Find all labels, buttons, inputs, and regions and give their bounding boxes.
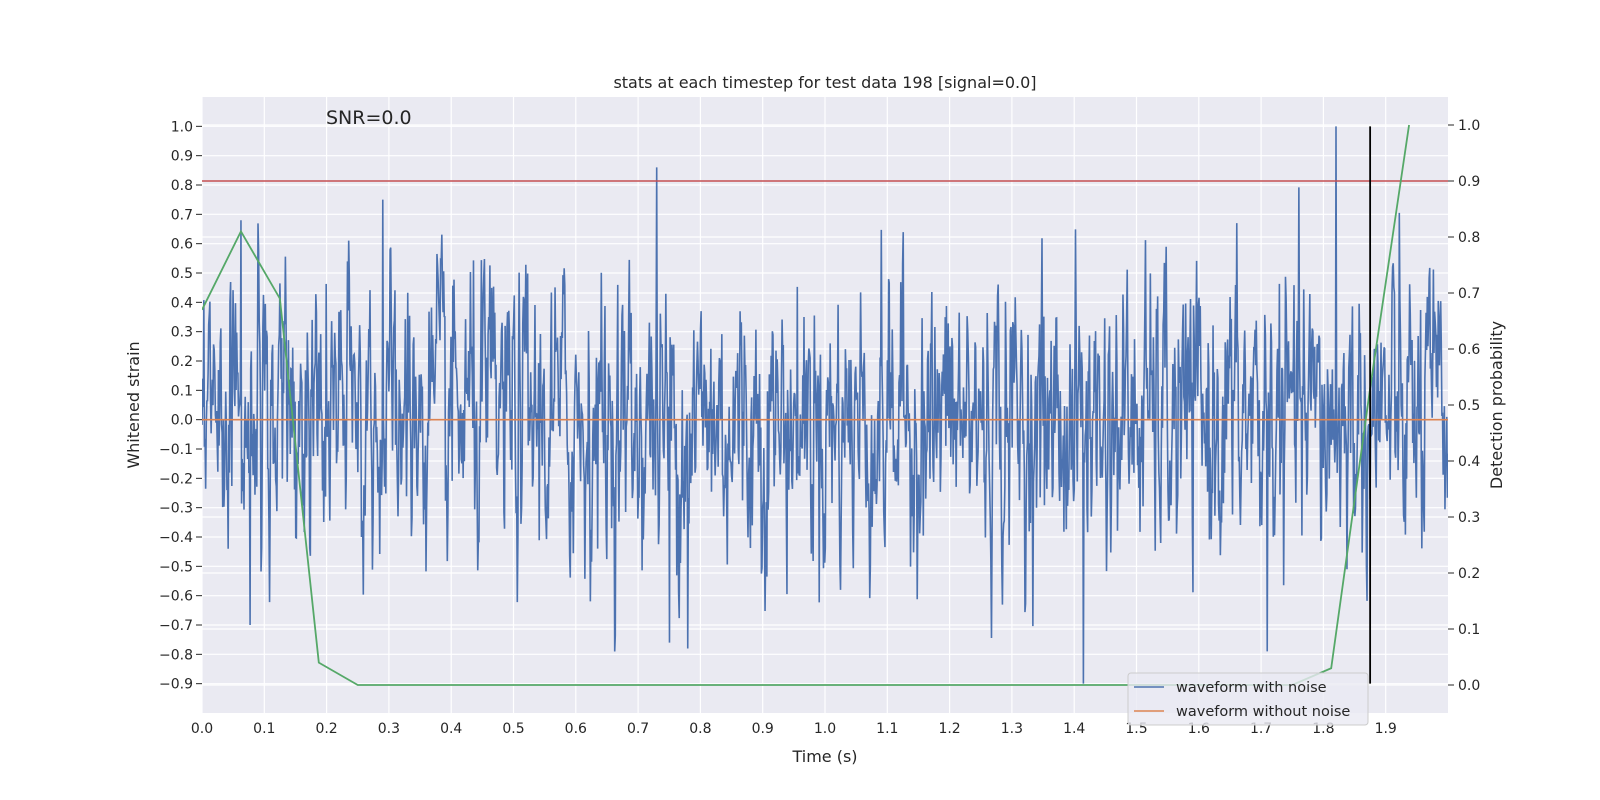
y-tick-label: 0.1 xyxy=(171,383,193,399)
y-tick-label: 0.9 xyxy=(171,149,193,165)
y-tick-label: 0.0 xyxy=(171,413,193,429)
y-tick-label: −0.3 xyxy=(159,501,193,517)
legend: waveform with noise waveform without noi… xyxy=(1127,672,1369,726)
series-group xyxy=(202,126,1448,684)
grid xyxy=(201,97,1448,713)
x-tick-label: 0.7 xyxy=(627,721,649,737)
y2-tick-label: 0.8 xyxy=(1458,230,1480,246)
x-tick-label: 0.8 xyxy=(689,721,711,737)
legend-box xyxy=(1127,672,1369,726)
y-tick-label: 0.8 xyxy=(171,178,193,194)
x-tick-label: 0.1 xyxy=(253,721,275,737)
snr-annotation: SNR=0.0 xyxy=(326,107,412,129)
y2-tick-label: 0.9 xyxy=(1458,174,1480,190)
x-tick-label: 1.3 xyxy=(1001,721,1023,737)
y2-axis-ticks: 1.0 0.9 0.8 0.7 0.6 0.5 0.4 0.3 0.2 0.1 0.0 xyxy=(1448,118,1480,694)
y2-tick-label: 0.0 xyxy=(1458,678,1480,694)
y2-tick-label: 0.1 xyxy=(1458,622,1480,638)
x-tick-label: 0.2 xyxy=(315,721,337,737)
y2-tick-label: 0.7 xyxy=(1458,286,1480,302)
legend-label-clean: waveform without noise xyxy=(1176,704,1350,720)
y2-tick-label: 0.2 xyxy=(1458,566,1480,582)
y-tick-label: 0.5 xyxy=(171,266,193,282)
y2-tick-label: 0.6 xyxy=(1458,342,1480,358)
y-tick-label: 0.3 xyxy=(171,325,193,341)
y-tick-label: −0.8 xyxy=(159,647,193,663)
x-tick-label: 0.3 xyxy=(378,721,400,737)
x-tick-label: 1.1 xyxy=(876,721,898,737)
x-tick-label: 1.0 xyxy=(814,721,836,737)
y2-tick-label: 0.3 xyxy=(1458,510,1480,526)
y-tick-label: −0.6 xyxy=(159,589,193,605)
y-tick-label: 0.6 xyxy=(171,237,193,253)
y-tick-label: −0.5 xyxy=(159,559,193,575)
x-tick-label: 1.2 xyxy=(938,721,960,737)
y-tick-label: 0.4 xyxy=(171,295,193,311)
x-axis-ticks: 0.0 0.1 0.2 0.3 0.4 0.5 0.6 0.7 0.8 0.9 1.0 1.1 1.2 1… xyxy=(191,721,1397,737)
series-waveform-with-noise xyxy=(202,126,1448,684)
x-tick-label: 0.4 xyxy=(440,721,462,737)
y-tick-label: −0.2 xyxy=(159,471,193,487)
y2-axis-label: Detection probability xyxy=(1487,321,1506,489)
y-tick-label: 0.7 xyxy=(171,207,193,223)
y-tick-label: −0.7 xyxy=(159,618,193,634)
x-axis-label: Time (s) xyxy=(791,747,857,766)
y-tick-label: −0.4 xyxy=(159,530,193,546)
x-tick-label: 0.0 xyxy=(191,721,213,737)
y-tick-label: −0.1 xyxy=(159,442,193,458)
y-tick-label: 1.0 xyxy=(171,119,193,135)
legend-label-noise: waveform with noise xyxy=(1176,680,1327,696)
x-tick-label: 0.9 xyxy=(752,721,774,737)
y2-tick-label: 0.4 xyxy=(1458,454,1480,470)
x-tick-label: 0.5 xyxy=(502,721,524,737)
x-tick-label: 1.9 xyxy=(1375,721,1397,737)
y-tick-label: 0.2 xyxy=(171,354,193,370)
y-axis-label: Whitened strain xyxy=(124,341,143,468)
y2-tick-label: 1.0 xyxy=(1458,118,1480,134)
y-tick-label: −0.9 xyxy=(159,677,193,693)
y2-tick-label: 0.5 xyxy=(1458,398,1480,414)
x-tick-label: 0.6 xyxy=(565,721,587,737)
x-tick-label: 1.4 xyxy=(1063,721,1085,737)
chart-title: stats at each timestep for test data 198… xyxy=(613,73,1036,92)
y-axis-ticks: 1.0 0.9 0.8 0.7 0.6 0.5 0.4 0.3 0.2 0.1 0.0 −0.1 −0.… xyxy=(159,119,202,693)
